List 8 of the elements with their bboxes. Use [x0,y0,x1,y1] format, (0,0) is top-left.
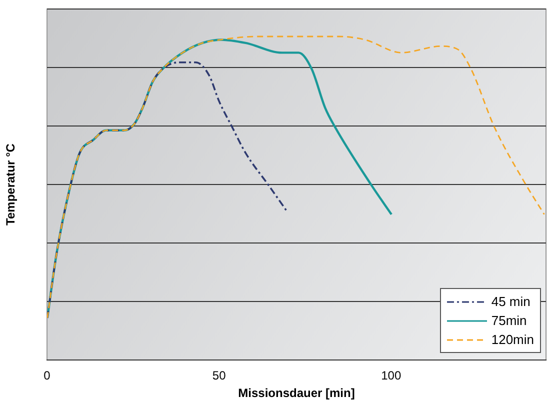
x-axis-title: Missionsdauer [min] [238,386,355,400]
x-tick-label: 100 [381,368,402,383]
legend-label: 75min [491,313,527,328]
x-tick-label: 50 [212,368,226,383]
y-axis-title: Temperatur °C [4,143,18,226]
legend-label: 120min [491,332,534,347]
x-tick-label: 0 [44,368,51,383]
legend-label: 45 min [491,294,530,309]
